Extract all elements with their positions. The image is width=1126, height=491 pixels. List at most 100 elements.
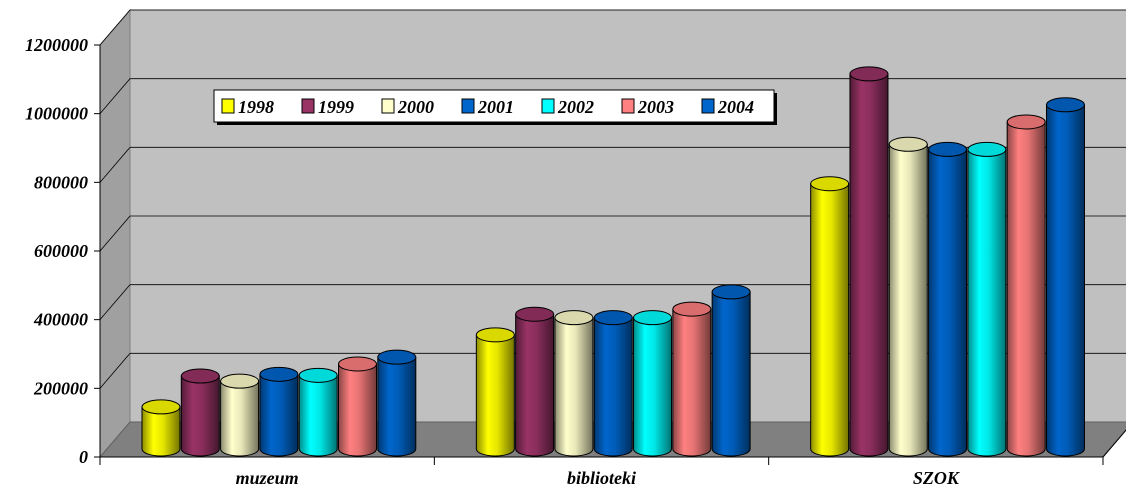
- bar-top: [259, 366, 299, 382]
- bar-top: [633, 310, 673, 326]
- legend: 1998 1999 2000 2001 2002 2003 2004: [213, 89, 777, 125]
- y-tick-label: 1200000: [25, 35, 88, 55]
- bar-body: [672, 308, 712, 457]
- bar-body: [967, 148, 1007, 457]
- bar-body: [377, 356, 417, 457]
- x-tick-label: muzeum: [236, 468, 299, 488]
- gridline-depth: [99, 78, 131, 114]
- bar: [338, 356, 377, 457]
- bar: [928, 141, 968, 457]
- bar-top: [554, 310, 594, 326]
- bar-body: [711, 291, 751, 457]
- bar-top: [593, 310, 633, 326]
- bar: [377, 349, 417, 457]
- y-tick-label: 1000000: [25, 104, 88, 124]
- bar: [1006, 114, 1046, 457]
- bar-body: [515, 313, 555, 457]
- gridline-depth: [99, 284, 131, 320]
- bar-top: [1045, 97, 1085, 113]
- bar-top: [888, 136, 928, 152]
- bar: [810, 176, 850, 457]
- legend-swatch: [621, 98, 635, 114]
- bar-top: [810, 176, 850, 192]
- bar: [180, 368, 220, 457]
- bar: [711, 284, 751, 457]
- legend-swatch: [301, 98, 315, 114]
- legend-label: 2004: [717, 97, 754, 117]
- y-tick-label: 400000: [33, 310, 88, 330]
- bar-body: [928, 148, 968, 457]
- bar: [672, 301, 712, 457]
- bar-top: [711, 284, 751, 300]
- bar: [1045, 97, 1085, 457]
- bar-body: [475, 334, 515, 457]
- bar: [141, 399, 181, 457]
- bar-top: [220, 373, 260, 389]
- bar: [515, 306, 555, 457]
- bar-body: [220, 380, 260, 457]
- bar-top: [141, 399, 181, 415]
- gridline-depth: [99, 215, 131, 252]
- bar-body: [554, 317, 594, 457]
- bar-body: [633, 317, 673, 457]
- bar: [849, 66, 889, 457]
- bar: [298, 367, 338, 457]
- legend-swatch: [541, 98, 555, 114]
- legend-label: 2003: [637, 97, 674, 117]
- legend-label: 1998: [238, 97, 274, 117]
- legend-label: 2000: [397, 97, 434, 117]
- y-axis: 0 200000 400000 600000 800000 1000000 1200000: [25, 35, 101, 467]
- x-tick-label: SZOK: [913, 468, 961, 488]
- bar-top: [338, 356, 377, 372]
- bar-top: [515, 306, 555, 322]
- legend-label: 2002: [557, 97, 594, 117]
- bar: [259, 366, 299, 457]
- gridline-depth: [99, 147, 131, 183]
- bar-body: [180, 375, 220, 457]
- bar: [967, 141, 1007, 457]
- bar-body: [593, 317, 633, 457]
- legend-label: 2001: [477, 97, 514, 117]
- bar-body: [338, 363, 377, 457]
- bar-top: [1006, 114, 1046, 130]
- legend-swatch: [461, 98, 475, 114]
- bar: [593, 310, 633, 457]
- floor-edge: [1102, 429, 1126, 458]
- bar: [554, 310, 594, 457]
- legend-swatch: [701, 98, 715, 114]
- bar-top: [849, 66, 889, 82]
- bar-body: [810, 183, 850, 457]
- y-tick-label: 0: [79, 447, 88, 467]
- y-tick-label: 600000: [34, 241, 88, 261]
- x-tick-label: biblioteki: [567, 468, 636, 488]
- bar: [220, 373, 260, 457]
- legend-swatch: [381, 98, 395, 114]
- bar-top: [475, 327, 515, 343]
- bar-top: [180, 368, 220, 384]
- bar-body: [1006, 121, 1046, 457]
- bar-body: [1045, 104, 1085, 457]
- y-tick-label: 200000: [33, 378, 88, 398]
- bar-body: [259, 373, 299, 457]
- bar: [633, 310, 673, 457]
- bar: [475, 327, 515, 457]
- bar-body: [298, 374, 338, 457]
- gridline-depth: [99, 9, 131, 46]
- bar-body: [888, 143, 928, 457]
- bar-top: [928, 141, 968, 157]
- bar-body: [141, 406, 181, 457]
- bar-top: [298, 367, 338, 383]
- gridline-depth: [99, 353, 131, 389]
- legend-label: 1999: [318, 97, 354, 117]
- bar-top: [672, 301, 712, 317]
- bar-body: [849, 73, 889, 457]
- bars: [141, 66, 1085, 457]
- bar-top: [967, 141, 1007, 157]
- bar: [888, 136, 928, 457]
- x-axis: muzeum biblioteki SZOK: [99, 429, 1126, 488]
- legend-swatch: [221, 98, 235, 114]
- bar-top: [377, 349, 417, 365]
- y-tick-label: 800000: [34, 172, 88, 192]
